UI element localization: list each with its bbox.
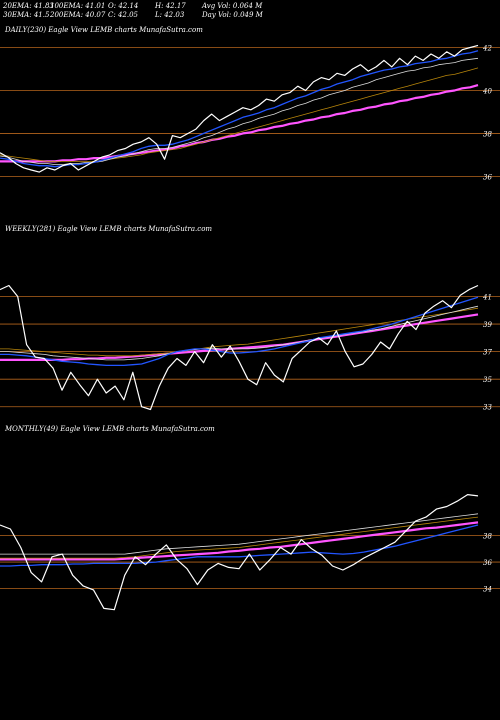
weekly-chart-title: WEEKLY(281) Eagle View LEMB charts Munaf… (5, 225, 213, 233)
stat-avg-vol: Avg Vol: 0.064 M (202, 2, 263, 10)
stats-row-2: 30EMA: 41.5 200EMA: 40.07 C: 42.05 L: 42… (3, 11, 263, 20)
monthly-chart-title: MONTHLY(49) Eagle View LEMB charts Munaf… (5, 425, 215, 433)
weekly-chart: 41 39 37 35 33 (0, 284, 500, 412)
daily-y-tick-label: 42 (482, 45, 492, 53)
weekly-ema-short-line (0, 296, 479, 367)
monthly-price-line (0, 494, 479, 611)
daily-chart-title: DAILY(230) Eagle View LEMB charts Munafa… (5, 26, 203, 34)
stat-ema100: 100EMA: 41.01 (50, 2, 106, 10)
monthly-y-tick-label: 34 (483, 586, 492, 594)
daily-ema-short-line (0, 50, 479, 168)
monthly-y-tick-label: 38 (483, 533, 492, 541)
weekly-ema-mid2-line (0, 307, 479, 357)
weekly-y-tick-label: 41 (482, 294, 492, 302)
daily-ema-mid1-line (0, 57, 479, 165)
monthly-chart: 38 36 34 (0, 494, 500, 611)
daily-y-tick-label: 36 (483, 173, 492, 181)
stat-close: C: 42.05 (108, 11, 138, 19)
monthly-ema-short-line (0, 524, 479, 567)
daily-price-line (0, 44, 479, 173)
weekly-ema-long-line (0, 313, 479, 361)
weekly-price-line (0, 284, 479, 411)
daily-ema-mid2-line (0, 67, 479, 162)
monthly-y-tick-label: 36 (483, 559, 492, 567)
stat-low: L: 42.03 (155, 11, 185, 19)
weekly-y-tick-label: 33 (483, 404, 492, 412)
stat-ema20: 20EMA: 41.83 (3, 2, 54, 10)
daily-y-tick-label: 38 (483, 130, 492, 138)
stats-header: 20EMA: 41.83 100EMA: 41.01 O: 42.14 H: 4… (3, 2, 263, 20)
monthly-ema-mid1-line (0, 513, 479, 555)
monthly-ema-mid2-line (0, 516, 479, 559)
stat-ema30: 30EMA: 41.5 (3, 11, 50, 19)
weekly-y-tick-label: 37 (483, 349, 492, 357)
weekly-y-tick-label: 39 (483, 321, 492, 329)
stat-high: H: 42.17 (155, 2, 186, 10)
weekly-ema-mid1-line (0, 305, 479, 361)
daily-chart: 42 40 38 36 (0, 44, 500, 181)
daily-ema-long-line (0, 84, 479, 163)
monthly-ema-long-line (0, 521, 479, 561)
stat-day-vol: Day Vol: 0.049 M (202, 11, 263, 19)
stat-open: O: 42.14 (108, 2, 139, 10)
weekly-y-tick-label: 35 (483, 376, 492, 384)
stat-ema200: 200EMA: 40.07 (50, 11, 106, 19)
stats-row-1: 20EMA: 41.83 100EMA: 41.01 O: 42.14 H: 4… (3, 2, 263, 11)
daily-y-tick-label: 40 (482, 87, 492, 95)
